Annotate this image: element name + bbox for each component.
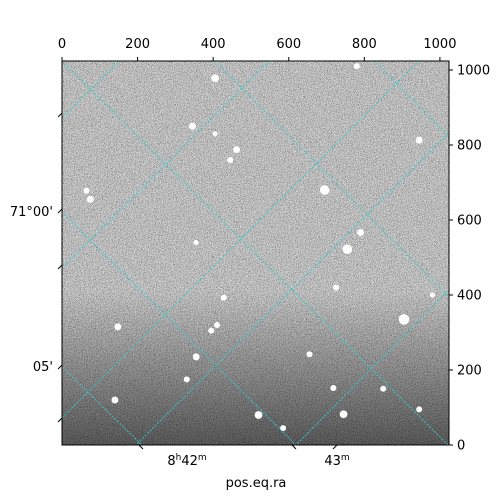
star-9 bbox=[357, 228, 365, 236]
star-14 bbox=[220, 294, 227, 301]
star-24 bbox=[330, 385, 337, 391]
star-22 bbox=[339, 410, 348, 419]
star-20 bbox=[111, 396, 119, 404]
bottom-world-axis: 8h42m 43m pos.eq.ra bbox=[138, 444, 350, 491]
right-tick-label-4: 800 bbox=[457, 139, 482, 154]
right-tick-label-0: 0 bbox=[457, 439, 465, 454]
grid-line-2 bbox=[62, 366, 143, 445]
star-5 bbox=[212, 131, 218, 137]
left-tick-mark bbox=[57, 112, 63, 118]
left-tick-mark bbox=[57, 417, 63, 423]
bottom-tick-mark bbox=[291, 444, 297, 450]
top-tick-label-4: 800 bbox=[352, 37, 377, 52]
star-17 bbox=[114, 323, 122, 331]
left-tick-label-71-00: 71°00' bbox=[10, 205, 53, 220]
bottom-tick-label-43m: 43m bbox=[324, 453, 349, 469]
top-tick-label-3: 600 bbox=[276, 37, 301, 52]
left-tick-mark bbox=[57, 208, 63, 214]
star-4 bbox=[227, 157, 234, 163]
left-tick-mark bbox=[57, 264, 63, 270]
star-18 bbox=[192, 353, 200, 361]
left-tick-mark bbox=[57, 364, 63, 370]
star-16 bbox=[208, 327, 215, 334]
star-11 bbox=[415, 136, 423, 144]
grid-line-3 bbox=[214, 61, 449, 298]
left-tick-label-05: 05' bbox=[33, 360, 53, 375]
grid-line-8 bbox=[62, 61, 120, 119]
star-12 bbox=[332, 284, 339, 291]
x-axis-label: pos.eq.ra bbox=[226, 476, 287, 491]
right-pixel-axis: 0 200 400 600 800 1000 bbox=[449, 64, 490, 454]
star-1 bbox=[353, 63, 360, 70]
top-tick-label-5: 1000 bbox=[423, 37, 456, 52]
star-27 bbox=[429, 292, 435, 298]
bottom-tick-mark bbox=[138, 444, 144, 450]
star-28 bbox=[193, 239, 199, 246]
bottom-tick-mark bbox=[332, 444, 338, 450]
star-6 bbox=[319, 185, 330, 195]
plot-frame bbox=[61, 60, 450, 446]
star-7 bbox=[83, 187, 90, 194]
star-25 bbox=[380, 385, 387, 392]
left-world-axis: 71°00' 05' bbox=[10, 112, 63, 423]
right-tick-label-1: 200 bbox=[457, 364, 482, 379]
star-19 bbox=[183, 376, 190, 383]
star-8 bbox=[86, 195, 94, 203]
image-bottom-vignette bbox=[62, 61, 449, 445]
bottom-tick-label-8h42m: 8h42m bbox=[167, 453, 206, 469]
top-tick-label-1: 200 bbox=[125, 37, 150, 52]
top-pixel-axis: 0 200 400 600 800 1000 bbox=[58, 37, 456, 61]
image-plot-area bbox=[61, 60, 450, 446]
right-tick-label-2: 400 bbox=[457, 289, 482, 304]
star-3 bbox=[233, 146, 241, 153]
star-13 bbox=[398, 314, 410, 325]
star-26 bbox=[416, 406, 423, 413]
grid-line-6 bbox=[62, 61, 420, 419]
star-29 bbox=[280, 425, 287, 432]
star-21 bbox=[254, 411, 263, 419]
right-tick-label-3: 600 bbox=[457, 214, 482, 229]
star-10 bbox=[342, 244, 353, 255]
star-0 bbox=[211, 74, 219, 83]
star-2 bbox=[188, 122, 196, 130]
grid-line-4 bbox=[374, 61, 449, 138]
star-23 bbox=[306, 351, 313, 358]
star-15 bbox=[213, 322, 220, 328]
grid-line-1 bbox=[62, 211, 297, 445]
star-layer bbox=[83, 63, 435, 432]
grid-line-9 bbox=[295, 289, 449, 445]
grid-line-7 bbox=[135, 132, 449, 445]
coordinate-grid bbox=[62, 61, 449, 445]
right-tick-label-5: 1000 bbox=[457, 64, 490, 79]
top-tick-label-2: 400 bbox=[201, 37, 226, 52]
top-tick-label-0: 0 bbox=[58, 37, 66, 52]
